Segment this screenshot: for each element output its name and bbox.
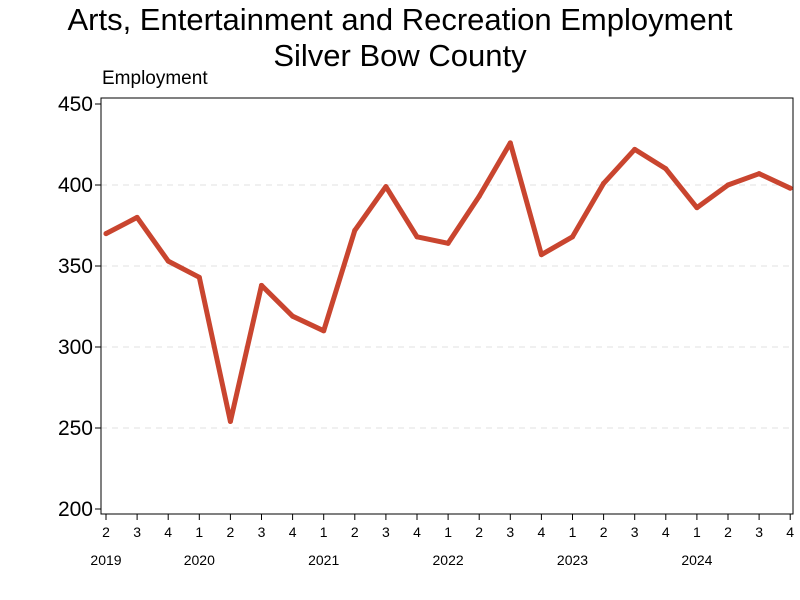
data-point xyxy=(445,240,451,246)
data-point xyxy=(383,184,389,190)
year-label: 2020 xyxy=(184,552,215,568)
x-tick-label: 2 xyxy=(102,524,110,540)
x-tick-label: 3 xyxy=(382,524,390,540)
x-tick-label: 4 xyxy=(289,524,297,540)
y-tick-label: 450 xyxy=(58,93,93,116)
x-tick-label: 4 xyxy=(786,524,794,540)
year-label: 2023 xyxy=(557,552,588,568)
data-point xyxy=(725,182,731,188)
y-tick-label: 350 xyxy=(58,255,93,278)
y-tick-label: 300 xyxy=(58,336,93,359)
x-tick-label: 1 xyxy=(320,524,328,540)
x-tick-label: 1 xyxy=(693,524,701,540)
year-label: 2024 xyxy=(681,552,712,568)
plot-frame xyxy=(100,97,794,515)
data-point xyxy=(290,313,296,319)
x-tick-label: 3 xyxy=(258,524,266,540)
x-tick-label: 4 xyxy=(662,524,670,540)
x-tick-label: 2 xyxy=(475,524,483,540)
x-tick-label: 2 xyxy=(724,524,732,540)
x-tick-label: 3 xyxy=(755,524,763,540)
data-point xyxy=(196,274,202,280)
y-tick-label: 200 xyxy=(58,498,93,521)
data-point xyxy=(507,140,513,146)
x-tick-label: 4 xyxy=(538,524,546,540)
data-point xyxy=(414,234,420,240)
data-point xyxy=(227,419,233,425)
y-tick-label: 250 xyxy=(58,417,93,440)
data-point xyxy=(352,227,358,233)
data-point xyxy=(259,282,264,288)
data-point xyxy=(134,214,140,220)
x-tick-label: 1 xyxy=(569,524,577,540)
x-tick-label: 2 xyxy=(600,524,608,540)
data-point xyxy=(103,231,109,237)
x-tick-label: 3 xyxy=(631,524,639,540)
x-tick-label: 4 xyxy=(413,524,421,540)
data-point xyxy=(538,252,544,258)
chart-subtitle: Silver Bow County xyxy=(273,38,527,73)
x-tick-label: 4 xyxy=(164,524,172,540)
data-point xyxy=(756,171,762,177)
data-point xyxy=(476,193,482,199)
x-tick-label: 2 xyxy=(227,524,235,540)
year-label: 2022 xyxy=(433,552,464,568)
data-point xyxy=(663,166,669,172)
data-point xyxy=(165,258,171,264)
data-point xyxy=(321,328,327,334)
x-tick-label: 3 xyxy=(133,524,141,540)
year-label: 2021 xyxy=(308,552,339,568)
data-point xyxy=(632,146,638,152)
x-tick-label: 1 xyxy=(195,524,203,540)
x-tick-label: 2 xyxy=(351,524,359,540)
x-tick-label: 1 xyxy=(444,524,452,540)
x-tick-label: 3 xyxy=(506,524,514,540)
data-point xyxy=(601,180,607,186)
data-point xyxy=(694,205,700,211)
y-axis-label: Employment xyxy=(102,68,208,89)
y-tick-label: 400 xyxy=(58,174,93,197)
data-point xyxy=(570,234,575,240)
chart-title: Arts, Entertainment and Recreation Emplo… xyxy=(67,2,733,37)
year-label: 2019 xyxy=(90,552,121,568)
data-point xyxy=(787,185,793,191)
